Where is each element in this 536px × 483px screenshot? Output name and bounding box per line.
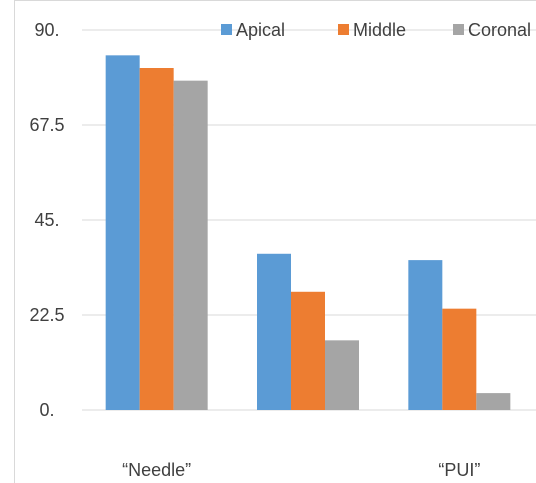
bar-apical	[257, 253, 291, 410]
bar-middle	[291, 291, 325, 410]
legend-label-middle: Middle	[353, 20, 406, 40]
y-tick-label: 45.	[34, 210, 59, 230]
x-category-label: “PUI”	[438, 460, 480, 480]
legend-label-apical: Apical	[236, 20, 285, 40]
bar-coronal	[325, 340, 359, 410]
y-tick-label: 90.	[34, 20, 59, 40]
chart-frame	[14, 0, 536, 483]
y-tick-label: 67.5	[29, 115, 64, 135]
bar-apical	[408, 260, 443, 410]
y-tick-label: 0.	[39, 400, 54, 420]
legend-label-coronal: Coronal	[468, 20, 531, 40]
legend-swatch-apical	[221, 24, 232, 35]
bar-coronal	[173, 80, 208, 411]
y-tick-label: 22.5	[29, 305, 64, 325]
legend-swatch-middle	[338, 24, 349, 35]
legend-swatch-coronal	[453, 24, 464, 35]
bar-coronal	[476, 393, 511, 410]
x-category-label: “Needle”	[122, 460, 191, 480]
bar-middle	[442, 308, 477, 410]
bar-middle	[139, 68, 174, 410]
bar-apical	[105, 55, 140, 410]
